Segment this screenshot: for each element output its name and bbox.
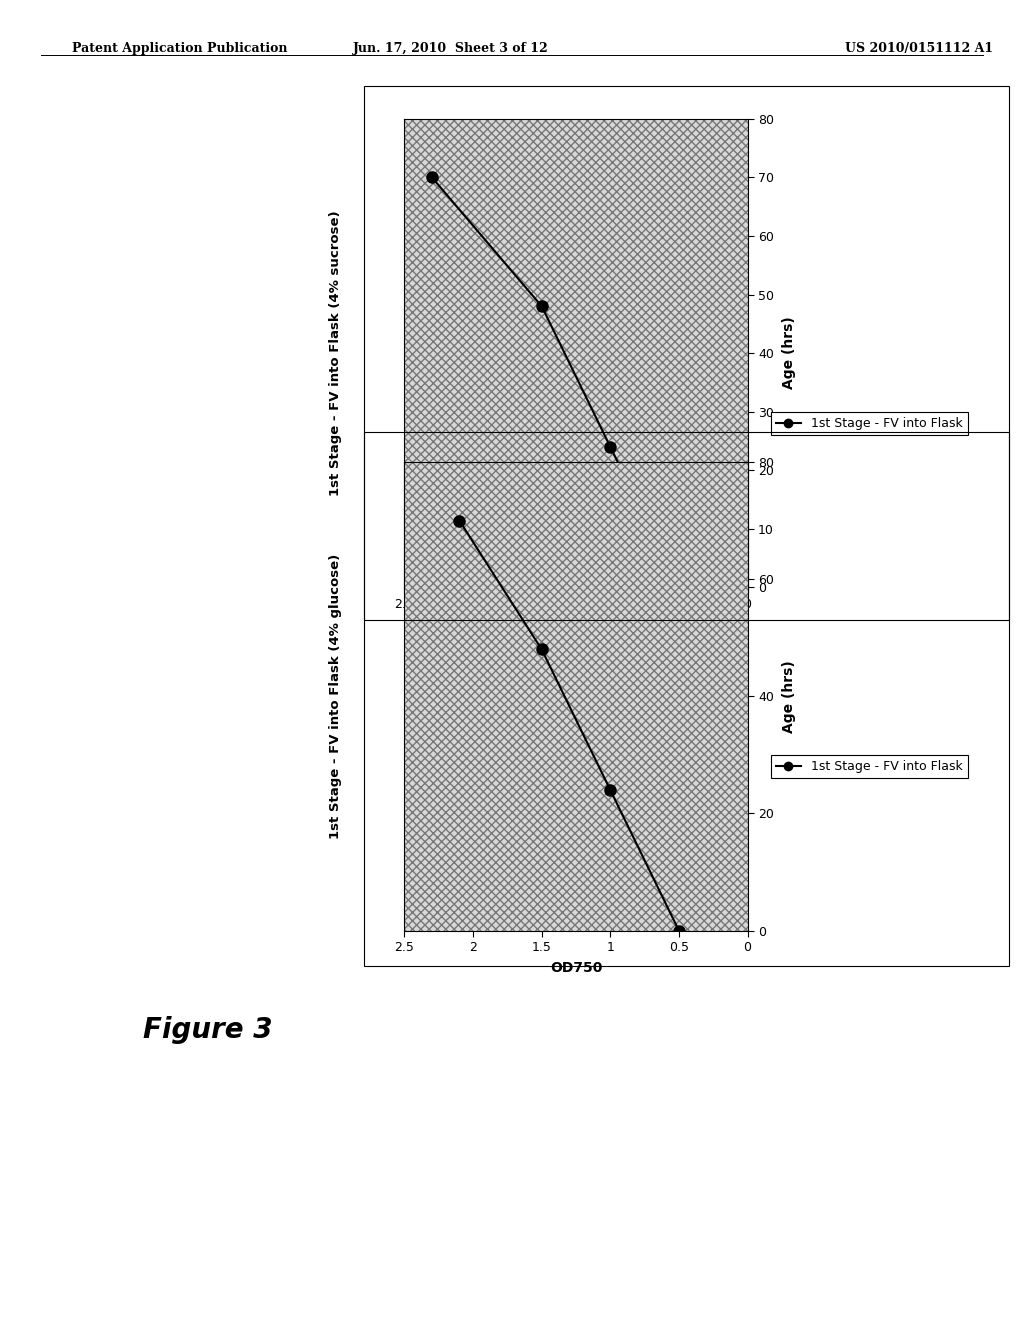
X-axis label: OD750: OD750 [550, 961, 602, 975]
Y-axis label: Age (hrs): Age (hrs) [782, 660, 797, 733]
X-axis label: OD750: OD750 [550, 618, 602, 632]
Text: US 2010/0151112 A1: US 2010/0151112 A1 [845, 42, 993, 55]
Legend: 1st Stage - FV into Flask: 1st Stage - FV into Flask [771, 412, 968, 434]
Text: Figure 3: Figure 3 [143, 1015, 272, 1044]
Text: 1st Stage - FV into Flask (4% glucose): 1st Stage - FV into Flask (4% glucose) [330, 553, 342, 840]
Legend: 1st Stage - FV into Flask: 1st Stage - FV into Flask [771, 755, 968, 777]
Y-axis label: Age (hrs): Age (hrs) [782, 317, 797, 389]
Text: Jun. 17, 2010  Sheet 3 of 12: Jun. 17, 2010 Sheet 3 of 12 [352, 42, 549, 55]
Text: Patent Application Publication: Patent Application Publication [72, 42, 287, 55]
Text: 1st Stage - FV into Flask (4% sucrose): 1st Stage - FV into Flask (4% sucrose) [330, 210, 342, 496]
